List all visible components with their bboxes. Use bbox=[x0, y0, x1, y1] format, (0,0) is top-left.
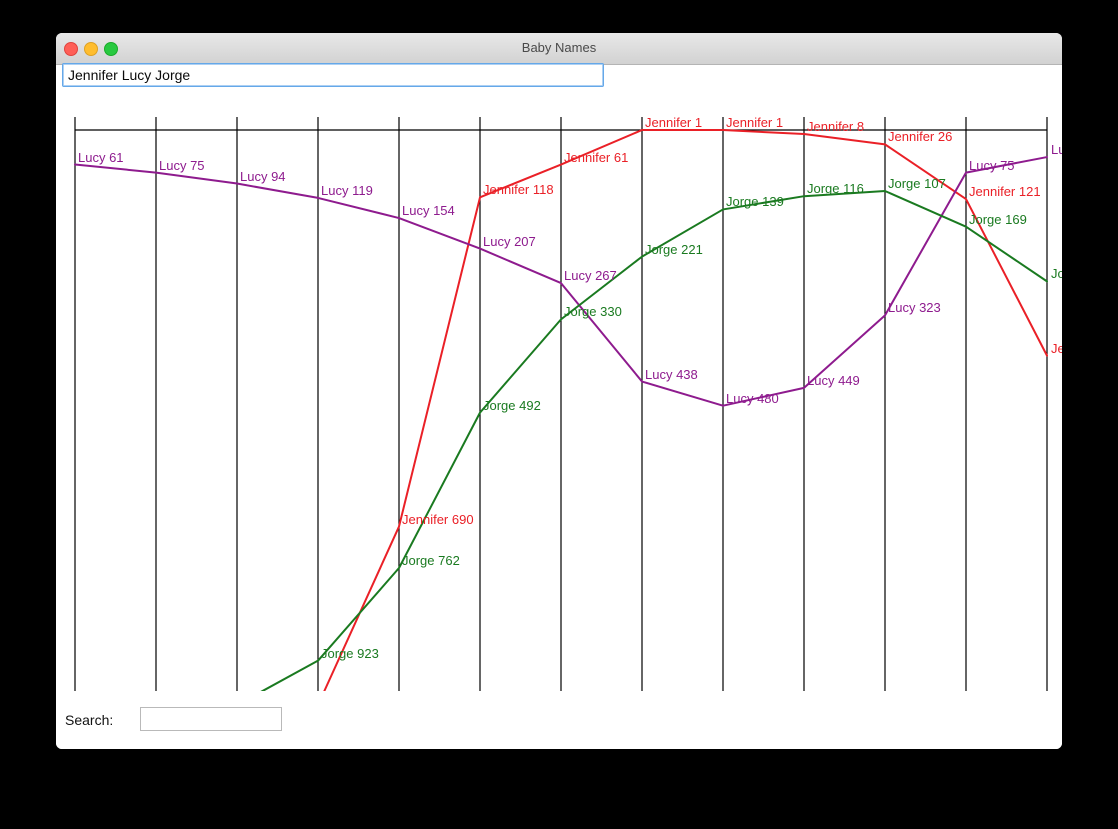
point-label-lucy-1900: Lucy 61 bbox=[78, 149, 124, 165]
point-label-jorge-1940: Jorge 762 bbox=[402, 553, 460, 568]
point-label-jennifer-2010: Jennifer 121 bbox=[969, 184, 1041, 200]
window-title: Baby Names bbox=[521, 40, 597, 55]
chart-container: 1900191019201930194019501960197019801990… bbox=[56, 91, 1062, 725]
names-input[interactable] bbox=[62, 63, 604, 87]
point-label-jorge-1960: Jorge 330 bbox=[564, 304, 622, 320]
close-button[interactable] bbox=[64, 42, 78, 56]
point-label-lucy-1980: Lucy 480 bbox=[726, 390, 779, 406]
point-label-jennifer-1960: Jennifer 61 bbox=[564, 149, 629, 165]
point-label-jennifer-1990: Jennifer 8 bbox=[807, 119, 865, 135]
point-label-lucy-1920: Lucy 94 bbox=[240, 168, 286, 184]
minimize-button[interactable] bbox=[84, 42, 98, 56]
search-row: Search: bbox=[56, 691, 1062, 749]
point-label-lucy-1970: Lucy 438 bbox=[645, 366, 698, 382]
maximize-button[interactable] bbox=[104, 42, 118, 56]
point-label-jorge-1930: Jorge 923 bbox=[321, 645, 379, 661]
point-label-lucy-1910: Lucy 75 bbox=[159, 157, 205, 173]
point-label-jorge-1950: Jorge 492 bbox=[483, 397, 541, 413]
point-label-lucy-1960: Lucy 267 bbox=[564, 268, 617, 284]
point-label-jorge-2010: Jorge 169 bbox=[969, 211, 1027, 227]
point-label-jennifer-1940: Jennifer 690 bbox=[402, 511, 474, 527]
point-label-jorge-2000: Jorge 107 bbox=[888, 176, 946, 191]
point-label-lucy-2010: Lucy 75 bbox=[969, 157, 1015, 173]
search-input[interactable] bbox=[140, 707, 282, 731]
point-label-jennifer-1970: Jennifer 1 bbox=[645, 115, 703, 130]
point-label-jorge-1970: Jorge 221 bbox=[645, 241, 703, 257]
point-label-jorge-1980: Jorge 139 bbox=[726, 194, 784, 210]
series-line-lucy bbox=[74, 156, 1048, 407]
point-label-jorge-1990: Jorge 116 bbox=[807, 181, 864, 197]
point-label-jennifer-2020: Jennifer 393 bbox=[1051, 340, 1062, 356]
search-label: Search: bbox=[65, 712, 114, 728]
app-window: Baby Names 19001910192019301940195019601… bbox=[56, 33, 1062, 749]
point-label-jennifer-2000: Jennifer 26 bbox=[888, 129, 953, 145]
point-label-lucy-1930: Lucy 119 bbox=[321, 182, 373, 198]
point-label-lucy-1950: Lucy 207 bbox=[483, 233, 536, 249]
point-label-jennifer-1980: Jennifer 1 bbox=[726, 115, 784, 130]
title-bar: Baby Names bbox=[56, 33, 1062, 65]
point-label-lucy-2020: Lucy 48 bbox=[1051, 142, 1062, 158]
point-label-jorge-2020: Jorge 264 bbox=[1051, 266, 1062, 282]
point-label-lucy-2000: Lucy 323 bbox=[888, 300, 941, 316]
point-label-jennifer-1950: Jennifer 118 bbox=[483, 182, 554, 198]
point-label-lucy-1990: Lucy 449 bbox=[807, 372, 860, 388]
point-label-lucy-1940: Lucy 154 bbox=[402, 203, 455, 219]
